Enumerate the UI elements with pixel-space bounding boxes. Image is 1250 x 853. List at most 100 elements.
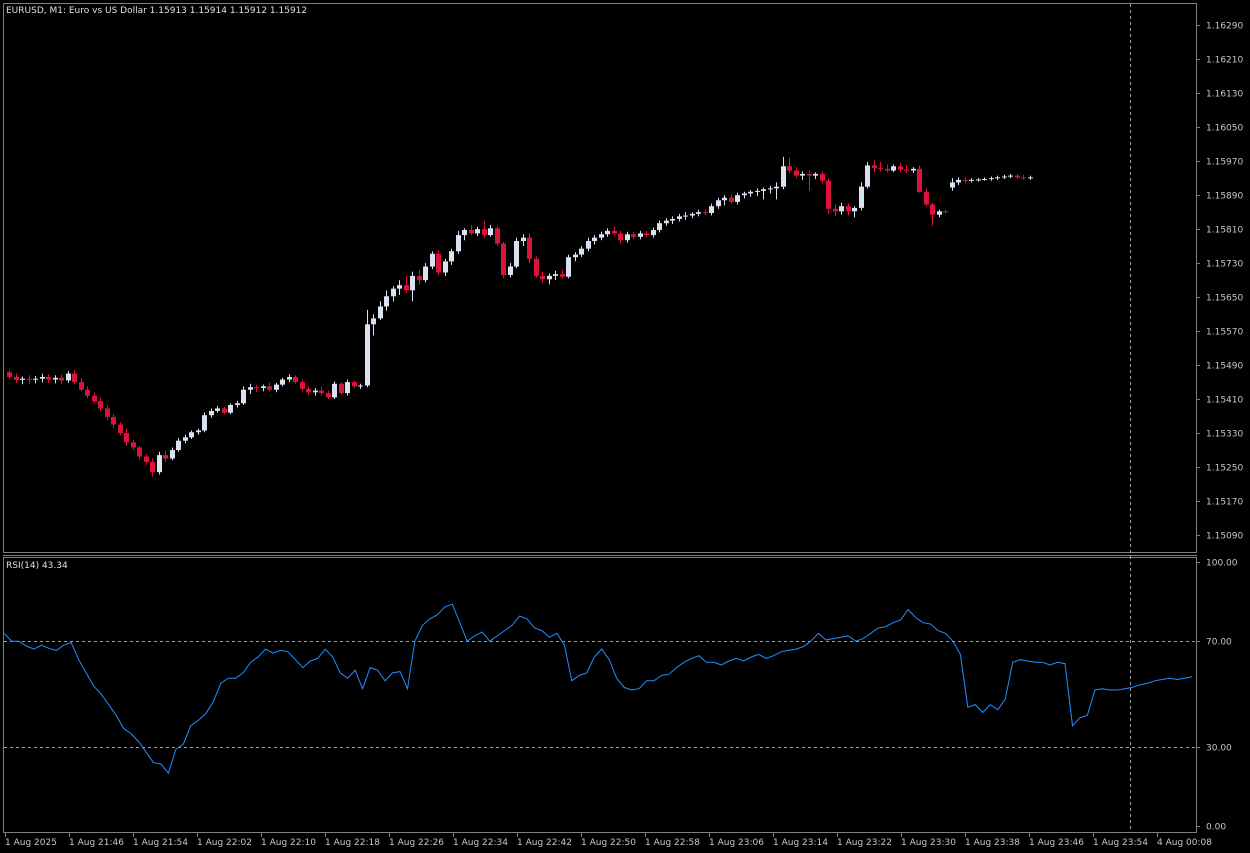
time-tick-label: 1 Aug 22:34 bbox=[453, 838, 508, 848]
candle-body bbox=[631, 234, 636, 237]
candle-body bbox=[14, 376, 19, 380]
time-axis[interactable]: 1 Aug 2025 1 Aug 21:46 1 Aug 21:54 1 Aug 22… bbox=[5, 833, 1212, 848]
candle bbox=[1002, 174, 1007, 180]
candle-body bbox=[930, 204, 935, 215]
candle-body bbox=[898, 166, 903, 170]
candle-body bbox=[228, 405, 233, 413]
candle bbox=[534, 256, 539, 278]
candle-body bbox=[254, 387, 259, 389]
price-axis[interactable]: 1.16290 1.16210 1.16130 1.16050 1.15970 1.158… bbox=[1196, 22, 1243, 542]
candle bbox=[371, 314, 376, 336]
candle bbox=[209, 408, 214, 418]
candle-body bbox=[456, 235, 461, 252]
candle-body bbox=[261, 386, 266, 389]
candle bbox=[872, 160, 877, 173]
candle bbox=[14, 373, 19, 383]
candle-body bbox=[46, 376, 51, 380]
candle bbox=[92, 392, 97, 404]
candle bbox=[989, 176, 994, 181]
candle-body bbox=[241, 389, 246, 404]
candle-body bbox=[540, 275, 545, 280]
candle-body bbox=[40, 376, 45, 379]
time-tick-label: 1 Aug 22:18 bbox=[325, 838, 380, 848]
candle-body bbox=[391, 288, 396, 297]
candle-body bbox=[781, 166, 786, 187]
candle bbox=[352, 380, 357, 389]
candle-body bbox=[956, 179, 961, 183]
candle-body bbox=[716, 200, 721, 207]
candle bbox=[813, 172, 818, 180]
candle bbox=[755, 188, 760, 197]
rsi-axis[interactable]: 100.00 70.00 30.00 0.00 bbox=[1196, 559, 1238, 833]
price-tick-label: 1.15490 bbox=[1206, 362, 1243, 372]
candle bbox=[631, 231, 636, 240]
candle-body bbox=[371, 318, 376, 325]
candle-body bbox=[677, 216, 682, 219]
candle bbox=[176, 438, 181, 452]
candle bbox=[722, 195, 727, 206]
candle-body bbox=[1021, 177, 1026, 179]
candle-body bbox=[878, 167, 883, 169]
candle-body bbox=[625, 234, 630, 241]
candle-body bbox=[566, 257, 571, 277]
candle-body bbox=[755, 190, 760, 192]
candle-body bbox=[846, 206, 851, 212]
candle bbox=[443, 258, 448, 276]
candle bbox=[306, 386, 311, 395]
candle bbox=[404, 275, 409, 293]
candle-body bbox=[560, 274, 565, 277]
candle-body bbox=[144, 456, 149, 462]
candle bbox=[625, 231, 630, 243]
candle bbox=[527, 233, 532, 264]
candle-body bbox=[547, 275, 552, 280]
price-tick-label: 1.15090 bbox=[1206, 532, 1243, 542]
candle bbox=[46, 374, 51, 383]
candle bbox=[423, 263, 428, 283]
candle-body bbox=[1008, 175, 1013, 177]
time-tick-label: 1 Aug 21:54 bbox=[133, 838, 188, 848]
candle-body bbox=[332, 383, 337, 398]
candle bbox=[326, 390, 331, 400]
candle bbox=[924, 188, 929, 207]
candle bbox=[85, 386, 90, 399]
candle-body bbox=[826, 180, 831, 209]
candle bbox=[235, 400, 240, 408]
candle bbox=[183, 434, 188, 444]
price-window[interactable]: 1.16290 1.16210 1.16130 1.16050 1.15970 1.158… bbox=[3, 3, 1244, 553]
candle-body bbox=[937, 211, 942, 215]
candle bbox=[20, 376, 25, 385]
candle-body bbox=[469, 229, 474, 234]
candle-body bbox=[813, 173, 818, 176]
candle-body bbox=[495, 228, 500, 244]
candle bbox=[105, 405, 110, 421]
price-tick-label: 1.15730 bbox=[1206, 260, 1243, 270]
candle bbox=[157, 451, 162, 475]
candle-body bbox=[326, 393, 331, 398]
candle-body bbox=[586, 241, 591, 249]
candle bbox=[1008, 173, 1013, 179]
candle-body bbox=[651, 229, 656, 236]
candle bbox=[469, 224, 474, 236]
candle-body bbox=[274, 384, 279, 390]
price-tick-label: 1.15810 bbox=[1206, 226, 1243, 236]
candle-body bbox=[722, 197, 727, 201]
candle-body bbox=[612, 230, 617, 234]
candle bbox=[709, 203, 714, 216]
candle-body bbox=[664, 220, 669, 224]
candle bbox=[800, 171, 805, 180]
candle-body bbox=[59, 377, 64, 381]
rsi-tick-label: 0.00 bbox=[1206, 823, 1226, 833]
candle-body bbox=[79, 382, 84, 390]
candle-body bbox=[423, 266, 428, 281]
candle bbox=[111, 413, 116, 428]
candle-body bbox=[85, 389, 90, 396]
candle-body bbox=[774, 186, 779, 189]
candle-body bbox=[807, 173, 812, 176]
candle bbox=[592, 235, 597, 245]
candle-body bbox=[859, 186, 864, 208]
rsi-levels bbox=[4, 641, 1196, 748]
indicator-window[interactable]: 100.00 70.00 30.00 0.00 RSI(14) 43.34 bbox=[3, 557, 1238, 833]
candle bbox=[690, 212, 695, 219]
